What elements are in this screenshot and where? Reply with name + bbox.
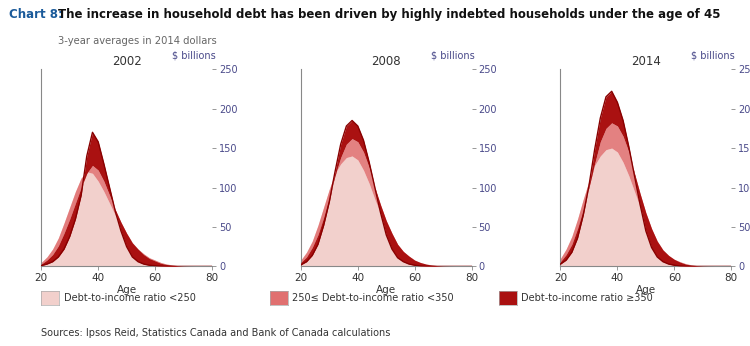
Text: $ billions: $ billions bbox=[172, 50, 215, 60]
X-axis label: Age: Age bbox=[376, 285, 396, 295]
Text: 3-year averages in 2014 dollars: 3-year averages in 2014 dollars bbox=[58, 36, 217, 46]
Text: The increase in household debt has been driven by highly indebted households und: The increase in household debt has been … bbox=[58, 8, 721, 21]
Text: Debt-to-income ratio <250: Debt-to-income ratio <250 bbox=[64, 293, 196, 303]
Text: Sources: Ipsos Reid, Statistics Canada and Bank of Canada calculations: Sources: Ipsos Reid, Statistics Canada a… bbox=[41, 328, 391, 338]
X-axis label: Age: Age bbox=[636, 285, 656, 295]
Text: $ billions: $ billions bbox=[691, 50, 735, 60]
Text: 250≤ Debt-to-income ratio <350: 250≤ Debt-to-income ratio <350 bbox=[292, 293, 454, 303]
Title: 2014: 2014 bbox=[631, 55, 661, 68]
Text: $ billions: $ billions bbox=[431, 50, 475, 60]
Title: 2002: 2002 bbox=[112, 55, 142, 68]
Text: Chart 8:: Chart 8: bbox=[9, 8, 63, 21]
Text: Debt-to-income ratio ≥350: Debt-to-income ratio ≥350 bbox=[521, 293, 653, 303]
X-axis label: Age: Age bbox=[116, 285, 136, 295]
Title: 2008: 2008 bbox=[371, 55, 401, 68]
